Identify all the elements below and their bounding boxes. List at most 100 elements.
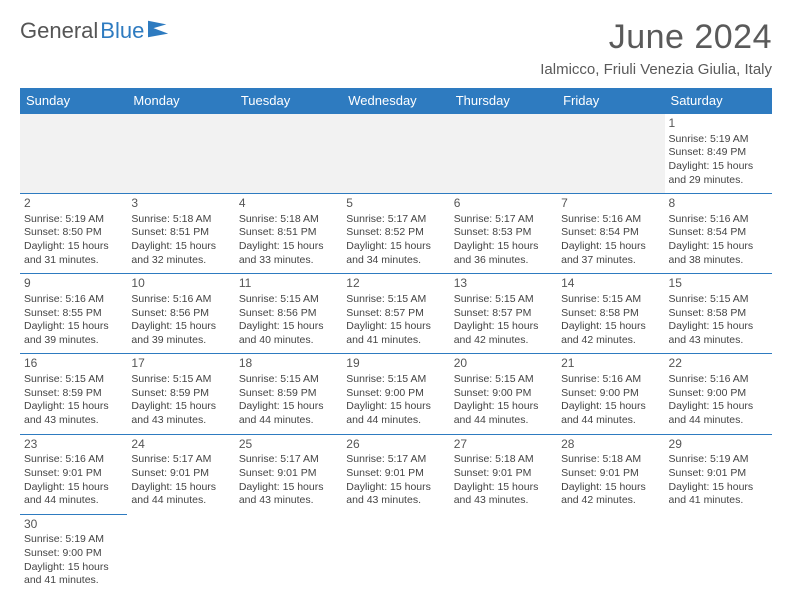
- sunrise-line: Sunrise: 5:18 AM: [561, 453, 660, 467]
- weekday-header: Saturday: [665, 88, 772, 114]
- sunset-line: Sunset: 8:58 PM: [561, 307, 660, 321]
- weekday-header: Thursday: [450, 88, 557, 114]
- sunrise-line: Sunrise: 5:15 AM: [24, 373, 123, 387]
- sunset-line: Sunset: 9:01 PM: [131, 467, 230, 481]
- day-number: 20: [454, 356, 553, 372]
- sunset-line: Sunset: 9:01 PM: [346, 467, 445, 481]
- calendar-cell-blank: [127, 514, 234, 594]
- sunset-line: Sunset: 8:52 PM: [346, 226, 445, 240]
- sunset-line: Sunset: 8:57 PM: [346, 307, 445, 321]
- sunset-line: Sunset: 8:57 PM: [454, 307, 553, 321]
- sunset-line: Sunset: 8:51 PM: [131, 226, 230, 240]
- calendar-cell-blank: [450, 514, 557, 594]
- daylight-line: Daylight: 15 hours and 34 minutes.: [346, 240, 445, 267]
- daylight-line: Daylight: 15 hours and 44 minutes.: [24, 481, 123, 508]
- calendar-cell-day: 30Sunrise: 5:19 AMSunset: 9:00 PMDayligh…: [20, 514, 127, 594]
- daylight-line: Daylight: 15 hours and 43 minutes.: [131, 400, 230, 427]
- sunset-line: Sunset: 9:01 PM: [24, 467, 123, 481]
- calendar-cell-day: 21Sunrise: 5:16 AMSunset: 9:00 PMDayligh…: [557, 354, 664, 434]
- sunrise-line: Sunrise: 5:15 AM: [131, 373, 230, 387]
- calendar-cell-day: 17Sunrise: 5:15 AMSunset: 8:59 PMDayligh…: [127, 354, 234, 434]
- day-number: 12: [346, 276, 445, 292]
- calendar-cell-day: 8Sunrise: 5:16 AMSunset: 8:54 PMDaylight…: [665, 194, 772, 274]
- calendar-cell-empty: [20, 114, 127, 194]
- daylight-line: Daylight: 15 hours and 41 minutes.: [24, 561, 123, 588]
- daylight-line: Daylight: 15 hours and 43 minutes.: [239, 481, 338, 508]
- daylight-line: Daylight: 15 hours and 40 minutes.: [239, 320, 338, 347]
- daylight-line: Daylight: 15 hours and 37 minutes.: [561, 240, 660, 267]
- sunrise-line: Sunrise: 5:17 AM: [239, 453, 338, 467]
- day-number: 17: [131, 356, 230, 372]
- sunrise-line: Sunrise: 5:17 AM: [131, 453, 230, 467]
- day-number: 9: [24, 276, 123, 292]
- weekday-row: SundayMondayTuesdayWednesdayThursdayFrid…: [20, 88, 772, 114]
- daylight-line: Daylight: 15 hours and 43 minutes.: [669, 320, 768, 347]
- day-number: 26: [346, 437, 445, 453]
- calendar-cell-day: 26Sunrise: 5:17 AMSunset: 9:01 PMDayligh…: [342, 434, 449, 514]
- calendar-body: 1Sunrise: 5:19 AMSunset: 8:49 PMDaylight…: [20, 114, 772, 594]
- day-number: 15: [669, 276, 768, 292]
- daylight-line: Daylight: 15 hours and 36 minutes.: [454, 240, 553, 267]
- daylight-line: Daylight: 15 hours and 43 minutes.: [24, 400, 123, 427]
- weekday-header: Tuesday: [235, 88, 342, 114]
- calendar-cell-day: 25Sunrise: 5:17 AMSunset: 9:01 PMDayligh…: [235, 434, 342, 514]
- sunrise-line: Sunrise: 5:18 AM: [239, 213, 338, 227]
- calendar-cell-empty: [235, 114, 342, 194]
- brand-logo: GeneralBlue: [20, 18, 170, 44]
- calendar-cell-empty: [557, 114, 664, 194]
- day-number: 3: [131, 196, 230, 212]
- sunrise-line: Sunrise: 5:16 AM: [669, 373, 768, 387]
- calendar-week-row: 30Sunrise: 5:19 AMSunset: 9:00 PMDayligh…: [20, 514, 772, 594]
- daylight-line: Daylight: 15 hours and 41 minutes.: [669, 481, 768, 508]
- flag-icon: [148, 20, 170, 38]
- calendar-cell-day: 24Sunrise: 5:17 AMSunset: 9:01 PMDayligh…: [127, 434, 234, 514]
- sunset-line: Sunset: 8:55 PM: [24, 307, 123, 321]
- daylight-line: Daylight: 15 hours and 43 minutes.: [346, 481, 445, 508]
- day-number: 14: [561, 276, 660, 292]
- calendar-cell-day: 1Sunrise: 5:19 AMSunset: 8:49 PMDaylight…: [665, 114, 772, 194]
- daylight-line: Daylight: 15 hours and 38 minutes.: [669, 240, 768, 267]
- calendar-cell-day: 22Sunrise: 5:16 AMSunset: 9:00 PMDayligh…: [665, 354, 772, 434]
- calendar-cell-day: 23Sunrise: 5:16 AMSunset: 9:01 PMDayligh…: [20, 434, 127, 514]
- calendar-week-row: 16Sunrise: 5:15 AMSunset: 8:59 PMDayligh…: [20, 354, 772, 434]
- calendar-cell-day: 2Sunrise: 5:19 AMSunset: 8:50 PMDaylight…: [20, 194, 127, 274]
- calendar-week-row: 23Sunrise: 5:16 AMSunset: 9:01 PMDayligh…: [20, 434, 772, 514]
- weekday-header: Monday: [127, 88, 234, 114]
- day-number: 30: [24, 517, 123, 533]
- sunrise-line: Sunrise: 5:19 AM: [669, 133, 768, 147]
- daylight-line: Daylight: 15 hours and 32 minutes.: [131, 240, 230, 267]
- calendar-cell-blank: [235, 514, 342, 594]
- day-number: 13: [454, 276, 553, 292]
- calendar-cell-day: 28Sunrise: 5:18 AMSunset: 9:01 PMDayligh…: [557, 434, 664, 514]
- calendar-cell-day: 18Sunrise: 5:15 AMSunset: 8:59 PMDayligh…: [235, 354, 342, 434]
- calendar-cell-day: 11Sunrise: 5:15 AMSunset: 8:56 PMDayligh…: [235, 274, 342, 354]
- calendar-table: SundayMondayTuesdayWednesdayThursdayFrid…: [20, 88, 772, 594]
- day-number: 1: [669, 116, 768, 132]
- calendar-cell-day: 20Sunrise: 5:15 AMSunset: 9:00 PMDayligh…: [450, 354, 557, 434]
- sunrise-line: Sunrise: 5:15 AM: [239, 293, 338, 307]
- sunrise-line: Sunrise: 5:19 AM: [24, 213, 123, 227]
- daylight-line: Daylight: 15 hours and 42 minutes.: [561, 320, 660, 347]
- day-number: 6: [454, 196, 553, 212]
- calendar-cell-day: 19Sunrise: 5:15 AMSunset: 9:00 PMDayligh…: [342, 354, 449, 434]
- sunrise-line: Sunrise: 5:18 AM: [131, 213, 230, 227]
- calendar-head: SundayMondayTuesdayWednesdayThursdayFrid…: [20, 88, 772, 114]
- calendar-cell-empty: [342, 114, 449, 194]
- calendar-cell-blank: [557, 514, 664, 594]
- calendar-cell-blank: [665, 514, 772, 594]
- sunrise-line: Sunrise: 5:17 AM: [346, 453, 445, 467]
- brand-part2: Blue: [100, 18, 144, 44]
- day-number: 25: [239, 437, 338, 453]
- sunrise-line: Sunrise: 5:16 AM: [561, 373, 660, 387]
- calendar-cell-day: 12Sunrise: 5:15 AMSunset: 8:57 PMDayligh…: [342, 274, 449, 354]
- calendar-week-row: 1Sunrise: 5:19 AMSunset: 8:49 PMDaylight…: [20, 114, 772, 194]
- day-number: 28: [561, 437, 660, 453]
- sunset-line: Sunset: 8:51 PM: [239, 226, 338, 240]
- daylight-line: Daylight: 15 hours and 39 minutes.: [131, 320, 230, 347]
- sunset-line: Sunset: 9:01 PM: [239, 467, 338, 481]
- daylight-line: Daylight: 15 hours and 42 minutes.: [454, 320, 553, 347]
- sunset-line: Sunset: 8:59 PM: [131, 387, 230, 401]
- day-number: 19: [346, 356, 445, 372]
- day-number: 4: [239, 196, 338, 212]
- calendar-cell-day: 29Sunrise: 5:19 AMSunset: 9:01 PMDayligh…: [665, 434, 772, 514]
